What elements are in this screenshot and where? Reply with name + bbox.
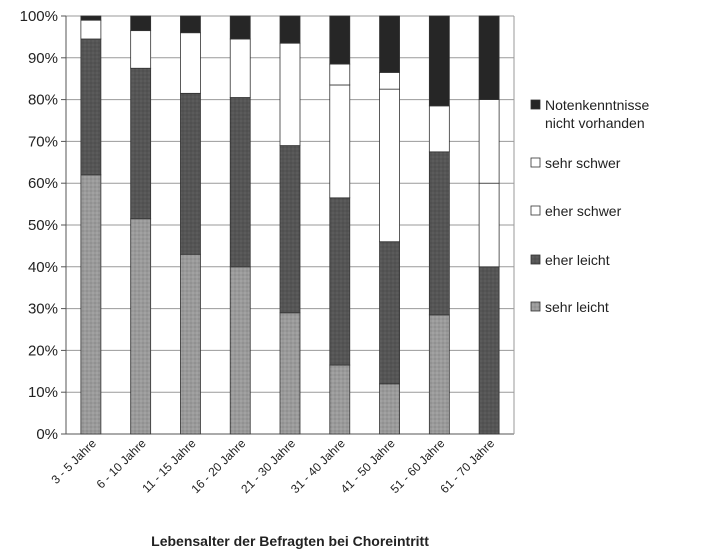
bar-segment bbox=[329, 84, 351, 199]
bar-segment bbox=[279, 312, 301, 435]
bar-segment bbox=[80, 19, 102, 40]
y-tick-label: 60% bbox=[28, 175, 58, 192]
bar-segment bbox=[379, 15, 400, 73]
y-tick-label: 20% bbox=[28, 342, 58, 359]
y-tick-label: 90% bbox=[28, 50, 58, 67]
bar-segment bbox=[229, 38, 251, 98]
y-tick-label: 40% bbox=[28, 259, 58, 276]
bar-segment bbox=[379, 88, 400, 243]
y-tick-label: 10% bbox=[28, 384, 58, 401]
legend-label: sehr leicht bbox=[545, 299, 609, 315]
bar-segment bbox=[329, 197, 351, 366]
bar-segment bbox=[180, 92, 201, 255]
bar-segment bbox=[379, 72, 400, 90]
y-tick-label: 30% bbox=[28, 301, 58, 318]
bar-segment bbox=[279, 15, 301, 44]
y-tick-label: 50% bbox=[28, 217, 58, 234]
legend-swatch bbox=[530, 254, 541, 265]
legend-label: sehr schwer bbox=[545, 155, 621, 171]
bar-segment bbox=[130, 218, 152, 435]
bar-segment bbox=[229, 266, 251, 435]
bar-segment bbox=[80, 174, 102, 435]
bar-segment bbox=[428, 105, 450, 153]
bar-segment bbox=[428, 314, 450, 435]
bar-segment bbox=[329, 364, 351, 435]
bar-segment bbox=[329, 15, 351, 65]
bar-segment bbox=[379, 241, 400, 385]
legend-label: eher leicht bbox=[545, 252, 610, 268]
bar-segment bbox=[229, 97, 251, 268]
bar-segment bbox=[130, 67, 152, 220]
y-tick-label: 100% bbox=[20, 8, 58, 25]
bar-segment bbox=[478, 15, 500, 100]
x-axis-title: Lebensalter der Befragten bei Choreintri… bbox=[151, 533, 429, 549]
bar-segment bbox=[428, 151, 450, 316]
bar-segment bbox=[80, 38, 102, 176]
legend-swatch bbox=[530, 99, 541, 110]
legend-label: eher schwer bbox=[545, 203, 622, 219]
legend-swatch bbox=[530, 157, 541, 168]
bar-segment bbox=[279, 145, 301, 314]
bar-segment bbox=[180, 32, 201, 94]
legend-swatch bbox=[530, 205, 541, 216]
y-tick-label: 80% bbox=[28, 92, 58, 109]
legend-swatch bbox=[530, 301, 541, 312]
bar-segment bbox=[279, 42, 301, 146]
x-tick-label: 3 - 5 Jahre bbox=[49, 436, 100, 487]
bar-segment bbox=[80, 15, 102, 21]
legend-label: Notenkenntnisse nicht vorhanden bbox=[545, 97, 650, 131]
bar-segment bbox=[428, 15, 450, 107]
bar-segment bbox=[130, 30, 152, 69]
bar-segment bbox=[478, 266, 500, 435]
bar-segment bbox=[478, 182, 500, 268]
bar-segment bbox=[180, 253, 201, 435]
bar-segment bbox=[180, 15, 201, 34]
bar-segment bbox=[130, 15, 152, 32]
bar-segment bbox=[229, 15, 251, 40]
bar-segment bbox=[329, 63, 351, 86]
y-tick-label: 0% bbox=[36, 426, 58, 443]
legend: Notenkenntnisse nicht vorhanden sehr schwe… bbox=[530, 97, 650, 315]
y-axis: 0% 10% 20% 30% 40% 50% 60% 70% 80% 90% 100% bbox=[20, 8, 515, 443]
bars bbox=[80, 15, 500, 435]
bar-segment bbox=[379, 383, 400, 435]
bar-segment bbox=[478, 99, 500, 184]
y-tick-label: 70% bbox=[28, 133, 58, 150]
